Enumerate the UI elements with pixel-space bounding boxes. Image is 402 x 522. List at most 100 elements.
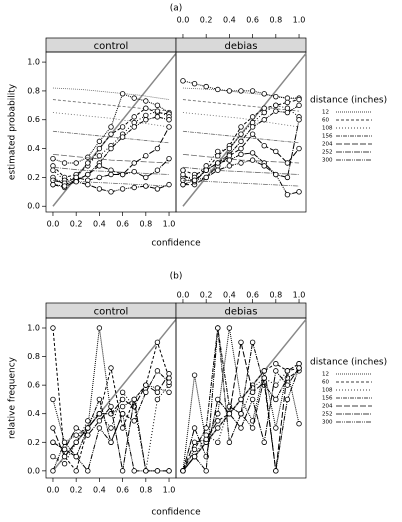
point — [166, 181, 172, 188]
x-tick-label: 0.4 — [223, 16, 236, 25]
fit-curve — [182, 153, 300, 164]
point — [249, 339, 256, 345]
point — [143, 183, 149, 189]
chart-title: (a) — [170, 4, 183, 14]
point — [296, 102, 302, 109]
point — [96, 174, 103, 181]
panel — [175, 51, 307, 213]
point — [261, 109, 267, 116]
point — [50, 439, 56, 445]
point — [249, 131, 256, 137]
point — [261, 439, 267, 445]
point — [131, 124, 137, 130]
x-axis-label: confidence — [151, 239, 201, 249]
point — [191, 177, 198, 183]
point — [85, 432, 91, 438]
series-line — [182, 367, 300, 471]
point — [215, 160, 221, 166]
series-line — [182, 104, 300, 178]
series-line — [52, 93, 170, 164]
point — [108, 189, 114, 195]
legend-label: 204 — [322, 142, 333, 148]
point — [273, 93, 279, 100]
point — [108, 403, 114, 410]
point — [238, 88, 244, 94]
x-tick-label: 1.0 — [293, 291, 306, 300]
point — [261, 375, 267, 381]
fit-curve — [52, 99, 170, 112]
series-line — [182, 327, 300, 473]
x-tick-label: 0.0 — [47, 220, 60, 229]
point — [119, 425, 126, 431]
point — [73, 174, 79, 181]
point — [238, 124, 244, 130]
diagonal — [182, 52, 307, 207]
point — [284, 95, 291, 101]
point — [85, 154, 91, 160]
point — [166, 468, 172, 474]
legend-label: 156 — [322, 396, 333, 402]
legend-label: 300 — [322, 158, 333, 164]
chart-title: (b) — [170, 272, 183, 282]
point — [96, 411, 103, 417]
point — [215, 411, 221, 417]
point — [131, 95, 137, 101]
x-tick-label: 0.0 — [177, 16, 190, 25]
point — [50, 425, 56, 431]
point — [273, 368, 279, 374]
legend-label: 300 — [322, 420, 333, 426]
point — [226, 439, 233, 445]
point — [154, 396, 161, 403]
point — [191, 446, 198, 453]
point — [143, 382, 149, 388]
point — [131, 119, 137, 126]
point — [50, 167, 56, 173]
point — [61, 160, 68, 166]
point — [61, 439, 68, 445]
point — [143, 153, 149, 159]
point — [203, 425, 209, 431]
fit-curve — [52, 179, 170, 187]
point — [238, 151, 244, 158]
point — [85, 160, 91, 166]
point — [284, 174, 291, 181]
point — [131, 114, 137, 120]
point — [50, 181, 56, 188]
point — [249, 119, 256, 126]
point — [226, 325, 233, 331]
point — [50, 468, 56, 474]
point — [273, 382, 279, 388]
strip-label: debias — [225, 307, 258, 318]
point — [131, 396, 137, 403]
series-line — [182, 342, 300, 472]
point — [249, 425, 256, 431]
point — [191, 453, 198, 460]
point — [73, 439, 79, 445]
point — [154, 167, 161, 173]
point — [154, 102, 161, 109]
point — [108, 425, 114, 431]
point — [249, 389, 256, 395]
fit-curve — [52, 87, 170, 100]
point — [191, 372, 198, 378]
point — [96, 418, 103, 424]
x-tick-label: 0.8 — [269, 291, 282, 300]
point — [154, 108, 161, 114]
point — [166, 371, 172, 377]
point — [50, 325, 56, 331]
point — [180, 468, 186, 474]
point — [96, 186, 103, 192]
fit-curve — [182, 130, 300, 144]
point — [50, 155, 56, 162]
point — [284, 109, 291, 116]
point — [119, 403, 126, 410]
fit-curve — [52, 130, 170, 144]
point — [143, 98, 149, 104]
point — [154, 186, 161, 192]
point — [203, 174, 209, 181]
point — [166, 124, 172, 130]
point — [73, 432, 79, 438]
point — [284, 160, 291, 166]
point — [191, 81, 198, 87]
x-tick-label: 0.8 — [269, 16, 282, 25]
